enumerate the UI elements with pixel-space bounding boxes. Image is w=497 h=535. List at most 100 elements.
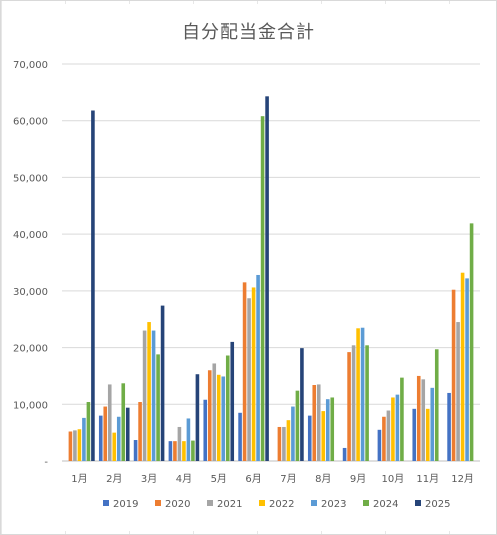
- legend-swatch: [363, 500, 369, 506]
- bar-2019-9: [342, 447, 347, 461]
- y-tick-label: 10,000: [13, 400, 48, 411]
- bar-2021-4: [177, 426, 182, 461]
- bar-2023-1: [82, 417, 86, 461]
- bar-2025-1: [91, 110, 95, 462]
- bar-2023-9: [360, 327, 365, 461]
- x-tick-label: 9月: [350, 473, 366, 485]
- y-tick-label: 30,000: [13, 287, 48, 298]
- bar-2022-11: [425, 408, 430, 461]
- bar-2020-10: [382, 416, 386, 461]
- bar-2020-8: [312, 385, 317, 461]
- bar-2020-9: [347, 352, 351, 461]
- bar-2021-5: [212, 363, 217, 461]
- legend-label: 2022: [269, 499, 294, 510]
- bar-2024-4: [191, 440, 195, 461]
- x-tick-label: 12月: [451, 473, 474, 485]
- bar-2020-3: [138, 402, 142, 461]
- y-tick-label: 20,000: [13, 344, 48, 355]
- legend-swatch: [415, 500, 421, 506]
- bar-2022-1: [77, 429, 82, 461]
- bar-2022-2: [112, 432, 117, 461]
- legend-label: 2019: [113, 499, 138, 510]
- bar-2022-9: [356, 328, 360, 461]
- x-tick-label: 2月: [106, 473, 122, 485]
- bar-2025-2: [125, 407, 130, 461]
- bar-2023-8: [325, 399, 330, 461]
- legend-label: 2021: [217, 499, 242, 510]
- bar-2021-8: [316, 384, 321, 461]
- bar-2022-12: [460, 272, 465, 461]
- bar-2021-9: [351, 345, 356, 461]
- bar-2020-2: [103, 406, 108, 461]
- bar-2022-7: [286, 420, 291, 461]
- bar-2023-7: [291, 406, 295, 461]
- bar-2023-5: [221, 376, 226, 461]
- legend-swatch: [155, 500, 161, 506]
- x-tick-label: 7月: [280, 473, 296, 485]
- bar-2022-3: [147, 322, 151, 461]
- x-tick-label: 11月: [416, 473, 439, 485]
- bar-2022-10: [391, 397, 395, 461]
- bar-2019-10: [377, 429, 382, 461]
- x-tick-label: 1月: [71, 473, 87, 485]
- bar-2025-5: [230, 341, 235, 461]
- legend-swatch: [207, 500, 213, 506]
- bar-2024-12: [469, 223, 474, 461]
- bar-2022-4: [182, 441, 186, 461]
- legend-label: 2025: [425, 499, 450, 510]
- bar-2019-11: [412, 408, 417, 461]
- bar-2021-3: [142, 330, 147, 461]
- bar-2023-6: [256, 274, 260, 461]
- y-tick-label: -: [44, 457, 48, 468]
- bar-2022-8: [321, 411, 326, 461]
- bar-2020-4: [173, 441, 177, 461]
- y-tick-label: 40,000: [13, 230, 48, 241]
- bar-2024-1: [86, 402, 91, 461]
- x-tick-label: 6月: [245, 473, 261, 485]
- bar-2024-8: [330, 397, 335, 461]
- legend-swatch: [311, 500, 317, 506]
- bar-2024-2: [121, 383, 126, 461]
- legend-swatch: [103, 500, 109, 506]
- bar-2021-7: [282, 426, 286, 461]
- y-tick-label: 50,000: [13, 173, 48, 184]
- bar-2022-5: [216, 374, 221, 461]
- bar-2020-7: [277, 426, 282, 461]
- y-tick-label: 70,000: [13, 60, 48, 71]
- bar-2025-4: [195, 374, 200, 461]
- bar-2023-3: [151, 330, 156, 461]
- bar-2024-11: [434, 349, 439, 461]
- bar-2024-10: [400, 377, 404, 461]
- x-tick-label: 10月: [382, 473, 405, 485]
- bar-2023-4: [186, 418, 191, 461]
- legend-label: 2023: [321, 499, 346, 510]
- bar-2024-7: [295, 390, 300, 461]
- chart-title: 自分配当金合計: [182, 22, 315, 43]
- x-tick-label: 4月: [176, 473, 192, 485]
- bar-2024-3: [156, 354, 160, 461]
- x-tick-label: 8月: [315, 473, 331, 485]
- bar-2021-11: [421, 379, 426, 461]
- bar-2023-2: [116, 416, 121, 461]
- bar-2020-5: [207, 370, 212, 461]
- bar-2021-10: [386, 410, 391, 461]
- bar-2019-3: [133, 440, 138, 461]
- bar-2021-6: [247, 298, 251, 461]
- x-tick-label: 5月: [211, 473, 227, 485]
- legend-swatch: [259, 500, 265, 506]
- bar-2020-12: [451, 289, 456, 461]
- bar-2025-7: [300, 348, 304, 461]
- bar-2020-11: [416, 375, 421, 461]
- bar-2024-9: [365, 345, 369, 461]
- bar-2019-5: [203, 399, 208, 461]
- bar-2024-6: [260, 116, 265, 462]
- y-tick-label: 60,000: [13, 117, 48, 128]
- bar-2019-2: [98, 415, 103, 461]
- bar-2021-1: [73, 430, 77, 461]
- bar-2019-12: [447, 392, 451, 461]
- bar-2020-1: [68, 431, 73, 461]
- legend-label: 2024: [373, 499, 398, 510]
- bar-2025-3: [160, 305, 165, 461]
- bar-2023-11: [430, 387, 435, 461]
